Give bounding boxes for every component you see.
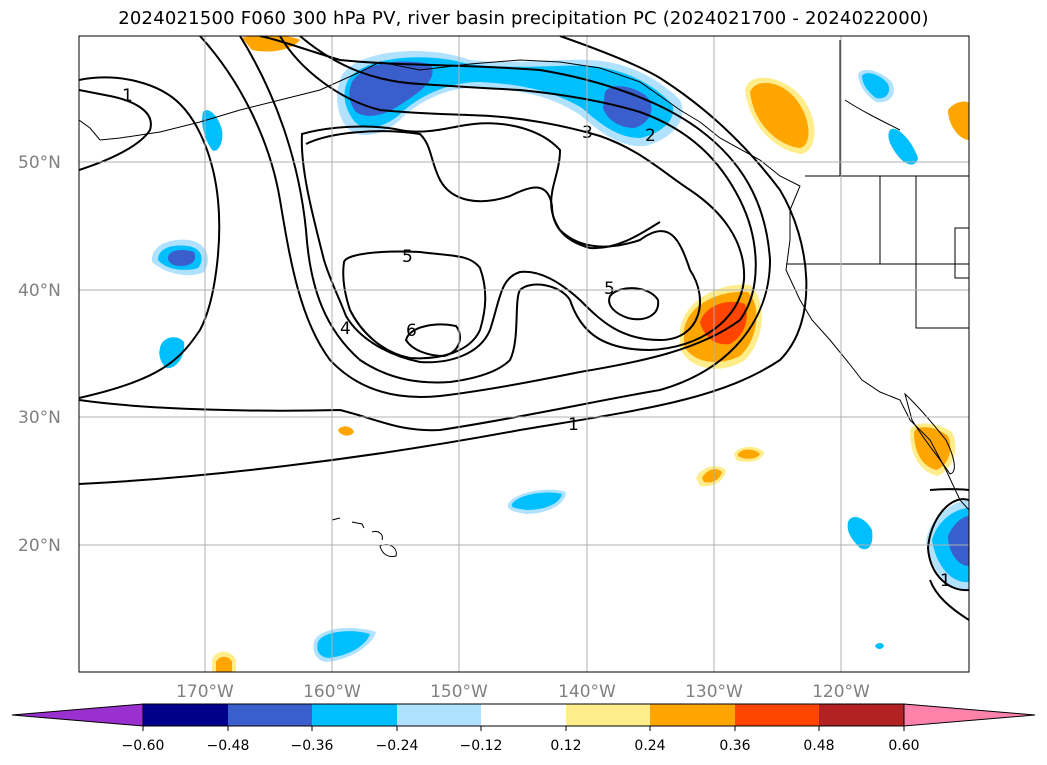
precip-shading (151, 36, 969, 672)
coastlines (79, 40, 969, 511)
gridlines (79, 36, 969, 672)
contour-label: 6 (406, 321, 417, 341)
map-frame (78, 35, 970, 673)
map-panel (79, 36, 969, 672)
lat-label: 30°N (18, 408, 61, 428)
colorbar-tick-label: 0.12 (550, 738, 581, 754)
colorbar-tick-label: −0.36 (291, 738, 334, 754)
colorbar-segment (312, 704, 397, 726)
colorbar-tick-label: 0.36 (719, 738, 750, 754)
colorbar-segment (481, 704, 566, 726)
contour-label: 5 (402, 247, 413, 267)
colorbar-tick-label: −0.60 (122, 738, 165, 754)
lon-label: 120°W (812, 682, 870, 702)
contour-label: 2 (645, 126, 656, 146)
colorbar-tick-label: −0.12 (460, 738, 503, 754)
latitude-labels: 50°N 40°N 30°N 20°N (18, 153, 61, 556)
lon-label: 140°W (558, 682, 616, 702)
colorbar-tick-label: −0.48 (207, 738, 250, 754)
lat-label: 40°N (18, 281, 61, 301)
colorbar-segment (650, 704, 735, 726)
colorbar-segment (735, 704, 819, 726)
colorbar-segment (566, 704, 650, 726)
colorbar: −0.60 −0.48 −0.36 −0.24 −0.12 0.12 0.24 … (11, 703, 1036, 754)
lat-label: 20°N (18, 536, 61, 556)
lat-label: 50°N (18, 153, 61, 173)
colorbar-extend-left (11, 703, 144, 727)
pv-contours (79, 36, 969, 621)
contour-label: 4 (340, 319, 351, 339)
contour-label: 5 (604, 279, 615, 299)
map-title: 2024021500 F060 300 hPa PV, river basin … (118, 8, 929, 29)
colorbar-tick-label: 0.48 (803, 738, 834, 754)
colorbar-segment (228, 704, 312, 726)
contour-label: 1 (940, 571, 951, 591)
lon-label: 160°W (303, 682, 361, 702)
colorbar-segment (143, 704, 228, 726)
colorbar-tick-label: −0.24 (376, 738, 419, 754)
colorbar-extend-right (903, 703, 1036, 727)
colorbar-segment (397, 704, 481, 726)
lon-label: 130°W (685, 682, 743, 702)
colorbar-tick-label: 0.24 (634, 738, 665, 754)
lon-label: 170°W (176, 682, 234, 702)
colorbar-segment (819, 704, 904, 726)
contour-label: 1 (568, 415, 579, 435)
longitude-labels: 170°W 160°W 150°W 140°W 130°W 120°W (176, 682, 870, 702)
lon-label: 150°W (430, 682, 488, 702)
contour-label: 1 (122, 86, 133, 106)
colorbar-tick-label: 0.60 (888, 738, 919, 754)
